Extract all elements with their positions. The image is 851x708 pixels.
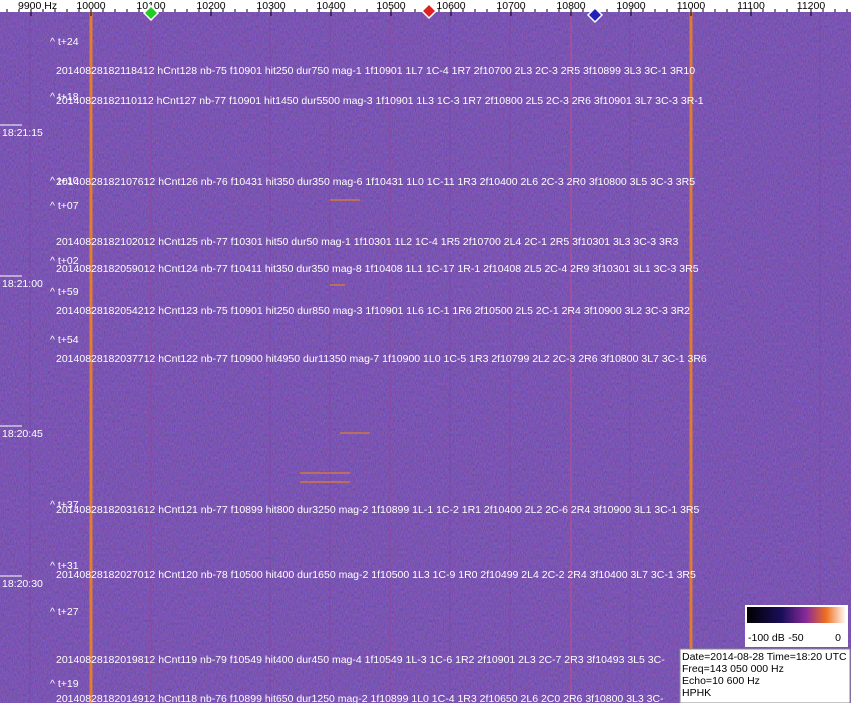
axis-tick-label: 10500	[376, 0, 405, 12]
axis-tick-label: 10700	[496, 0, 525, 12]
time-offset-marker: ^ t+02	[50, 255, 79, 267]
event-record: 20140828182118412 hCnt128 nb-75 f10901 h…	[56, 65, 695, 77]
time-offset-marker: ^ t+18	[50, 91, 79, 103]
axis-tick-label: 10800	[556, 0, 585, 12]
axis-tick-label: 11000	[677, 0, 706, 12]
time-label: 18:21:15	[2, 127, 43, 139]
event-record: 20140828182037712 hCnt122 nb-77 f10900 h…	[56, 353, 707, 365]
time-offset-marker: ^ t+27	[50, 606, 79, 618]
info-line: Freq=143 050 000 Hz	[682, 663, 784, 675]
axis-tick-label: 10200	[196, 0, 225, 12]
info-line: HPHK	[682, 687, 711, 699]
info-box	[679, 648, 851, 704]
event-record: 20140828182031612 hCnt121 nb-77 f10899 h…	[56, 504, 699, 516]
info-line: Date=2014-08-28 Time=18:20 UTC	[682, 651, 847, 663]
frequency-axis-bar	[0, 0, 851, 12]
event-record: 20140828182059012 hCnt124 nb-77 f10411 h…	[56, 263, 699, 275]
info-line: Echo=10 600 Hz	[682, 675, 760, 687]
time-label: 18:20:45	[2, 428, 43, 440]
colorbar	[747, 607, 846, 623]
marker-green	[142, 4, 160, 22]
time-offset-marker: ^ t+37	[50, 499, 79, 511]
event-record: 20140828182102012 hCnt125 nb-77 f10301 h…	[56, 236, 678, 248]
event-record: 20140828182027012 hCnt120 nb-78 f10500 h…	[56, 569, 696, 581]
time-offset-marker: ^ t+59	[50, 286, 79, 298]
time-offset-marker: ^ t+24	[50, 36, 79, 48]
axis-tick-label: 10300	[256, 0, 285, 12]
axis-tick-label: 11200	[797, 0, 826, 12]
axis-tick-label: 10000	[76, 0, 105, 12]
time-offset-marker: ^ t+31	[50, 560, 79, 572]
time-offset-marker: ^ t+19	[50, 678, 79, 690]
axis-tick-label: 10400	[316, 0, 345, 12]
event-record: 20140828182054212 hCnt123 nb-75 f10901 h…	[56, 305, 690, 317]
annotations: 18:21:15 18:21:00 18:20:45 18:20:30 ^ t+24 ^ …	[0, 36, 707, 705]
axis-tick-label: 10600	[436, 0, 465, 12]
carrier-streaks	[29, 12, 821, 703]
axis-tick-label: 9900 Hz	[18, 0, 57, 12]
event-record: 20140828182107612 hCnt126 nb-76 f10431 h…	[56, 176, 695, 188]
time-offset-marker: ^ t+10	[50, 175, 79, 187]
time-label: 18:20:30	[2, 578, 43, 590]
time-offset-marker: ^ t+07	[50, 200, 79, 212]
axis-tick-label: 11100	[737, 0, 765, 12]
marker-red	[420, 2, 438, 20]
time-label: 18:21:00	[2, 278, 43, 290]
time-offset-marker: ^ t+54	[50, 334, 79, 346]
axis-tick-label: 10900	[616, 0, 645, 12]
colorbar-label: -100 dB	[748, 632, 785, 644]
event-record: 20140828182014912 hCnt118 nb-76 f10899 h…	[56, 693, 664, 703]
spectrogram-noise	[0, 12, 851, 703]
marker-blue	[586, 6, 604, 24]
event-record: 20140828182110112 hCnt127 nb-77 f10901 h…	[56, 95, 704, 107]
colorbar-label: 0	[835, 632, 841, 644]
frequency-axis: 9900 Hz100001010010200103001040010500106…	[6, 0, 848, 16]
event-record: 20140828182019812 hCnt119 nb-79 f10549 h…	[56, 654, 665, 666]
colorbar-label: -50	[788, 632, 803, 644]
